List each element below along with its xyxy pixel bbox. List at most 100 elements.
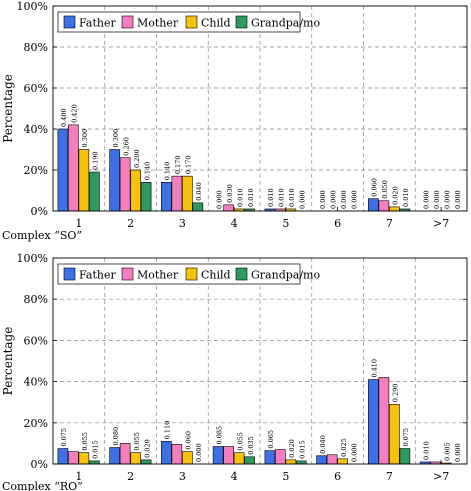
data-label: 0.410 bbox=[371, 359, 379, 378]
x-tick-label: 1 bbox=[75, 217, 82, 230]
data-label: 0.000 bbox=[195, 443, 203, 462]
x-tick-label: 6 bbox=[334, 217, 341, 230]
data-label: 0.040 bbox=[195, 182, 203, 201]
legend-swatch-father bbox=[63, 15, 76, 29]
bar-grandpa-mo bbox=[140, 459, 152, 465]
legend-swatch-mother bbox=[121, 15, 134, 29]
data-label: 0.050 bbox=[381, 180, 389, 199]
data-label: 0.055 bbox=[236, 432, 244, 451]
bar-child bbox=[233, 452, 245, 465]
data-label: 0.065 bbox=[267, 430, 275, 449]
data-label: 0.000 bbox=[329, 190, 337, 209]
bar-father bbox=[57, 448, 69, 465]
bar-father bbox=[368, 379, 379, 465]
x-tick-label: 3 bbox=[179, 217, 186, 230]
data-label: 0.015 bbox=[299, 440, 307, 459]
y-tick-label: 20% bbox=[24, 417, 48, 430]
data-label: 0.190 bbox=[92, 151, 100, 170]
data-label: 0.000 bbox=[215, 190, 223, 209]
bar-father bbox=[109, 447, 120, 465]
bar-mother bbox=[326, 454, 338, 465]
data-label: 0.010 bbox=[267, 188, 275, 207]
x-tick-label: >7 bbox=[433, 470, 449, 483]
x-tick-label: 4 bbox=[231, 217, 238, 230]
data-label: 0.000 bbox=[422, 190, 430, 209]
data-label: 0.400 bbox=[60, 108, 68, 127]
plot-frame bbox=[52, 257, 468, 465]
x-tick-label: 4 bbox=[231, 470, 238, 483]
data-label: 0.110 bbox=[164, 421, 172, 440]
y-axis-label: Percentage bbox=[1, 327, 15, 396]
data-label: 0.010 bbox=[422, 441, 430, 460]
bar-child bbox=[78, 452, 90, 465]
data-label: 0.085 bbox=[215, 426, 223, 445]
data-label: 0.000 bbox=[299, 190, 307, 209]
bar-mother bbox=[223, 446, 234, 465]
bar-mother bbox=[223, 204, 234, 212]
data-label: 0.170 bbox=[185, 156, 193, 175]
bar-mother bbox=[119, 157, 131, 212]
bar-child bbox=[389, 403, 400, 465]
bar-mother bbox=[171, 175, 183, 212]
bar-father bbox=[161, 441, 172, 465]
data-label: 0.020 bbox=[392, 186, 400, 205]
data-label: 0.200 bbox=[133, 149, 141, 168]
data-label: 0.010 bbox=[247, 188, 255, 207]
y-tick-label: 20% bbox=[24, 164, 48, 177]
legend-label: Father bbox=[79, 269, 116, 282]
y-tick-label: 40% bbox=[24, 123, 48, 136]
legend-swatch-child bbox=[185, 15, 198, 29]
legend-label: Grandpa/mo bbox=[251, 17, 320, 30]
bar-child bbox=[130, 452, 141, 465]
bar-grandpa-mo bbox=[140, 182, 152, 212]
legend-label: Mother bbox=[137, 17, 179, 30]
legend-swatch-mother bbox=[121, 267, 134, 281]
legend-label: Mother bbox=[137, 269, 179, 282]
y-tick-label: 0% bbox=[31, 205, 48, 218]
legend-swatch-grandpa-mo bbox=[235, 267, 248, 281]
data-label: 0.140 bbox=[164, 162, 172, 181]
data-label: 0.010 bbox=[288, 188, 296, 207]
bar-child bbox=[389, 206, 400, 212]
data-label: 0.290 bbox=[392, 384, 400, 403]
x-tick-label: 7 bbox=[386, 470, 393, 483]
x-tick-label: 5 bbox=[282, 217, 289, 230]
bar-child bbox=[285, 459, 297, 465]
data-label: 0.420 bbox=[71, 104, 79, 123]
data-label: 0.260 bbox=[122, 137, 130, 156]
data-label: 0.140 bbox=[143, 162, 151, 181]
bar-mother bbox=[68, 124, 79, 212]
legend-label: Child bbox=[201, 17, 231, 30]
bar-mother bbox=[68, 451, 79, 465]
data-label: 0.000 bbox=[443, 190, 451, 209]
bar-father bbox=[316, 455, 327, 465]
data-label: 0.010 bbox=[402, 188, 410, 207]
legend-swatch-child bbox=[185, 267, 198, 281]
y-tick-label: 60% bbox=[24, 82, 48, 95]
legend: Father Mother Child Grandpa/mo bbox=[57, 263, 320, 285]
bar-child bbox=[182, 451, 193, 465]
bar-grandpa-mo bbox=[399, 448, 411, 465]
data-label: 0.025 bbox=[340, 438, 348, 457]
bar-grandpa-mo bbox=[89, 460, 100, 465]
data-label: 0.030 bbox=[226, 184, 234, 203]
x-tick-label: 5 bbox=[282, 470, 289, 483]
data-label: 0.000 bbox=[319, 190, 327, 209]
data-label: 0.170 bbox=[174, 156, 182, 175]
bar-grandpa-mo bbox=[296, 460, 307, 465]
data-label: 0.010 bbox=[236, 188, 244, 207]
data-label: 0.015 bbox=[92, 440, 100, 459]
bar-grandpa-mo bbox=[89, 171, 100, 212]
legend-label: Child bbox=[201, 269, 231, 282]
bar-child bbox=[182, 175, 193, 212]
y-tick-label: 40% bbox=[24, 376, 48, 389]
data-label: 0.000 bbox=[454, 443, 462, 462]
x-tick-label: 3 bbox=[179, 470, 186, 483]
x-tick-label: 7 bbox=[386, 217, 393, 230]
data-label: 0.020 bbox=[288, 439, 296, 458]
bar-father bbox=[161, 182, 172, 212]
chart-caption: Complex “RO” bbox=[2, 480, 83, 491]
x-tick-label: 6 bbox=[334, 470, 341, 483]
